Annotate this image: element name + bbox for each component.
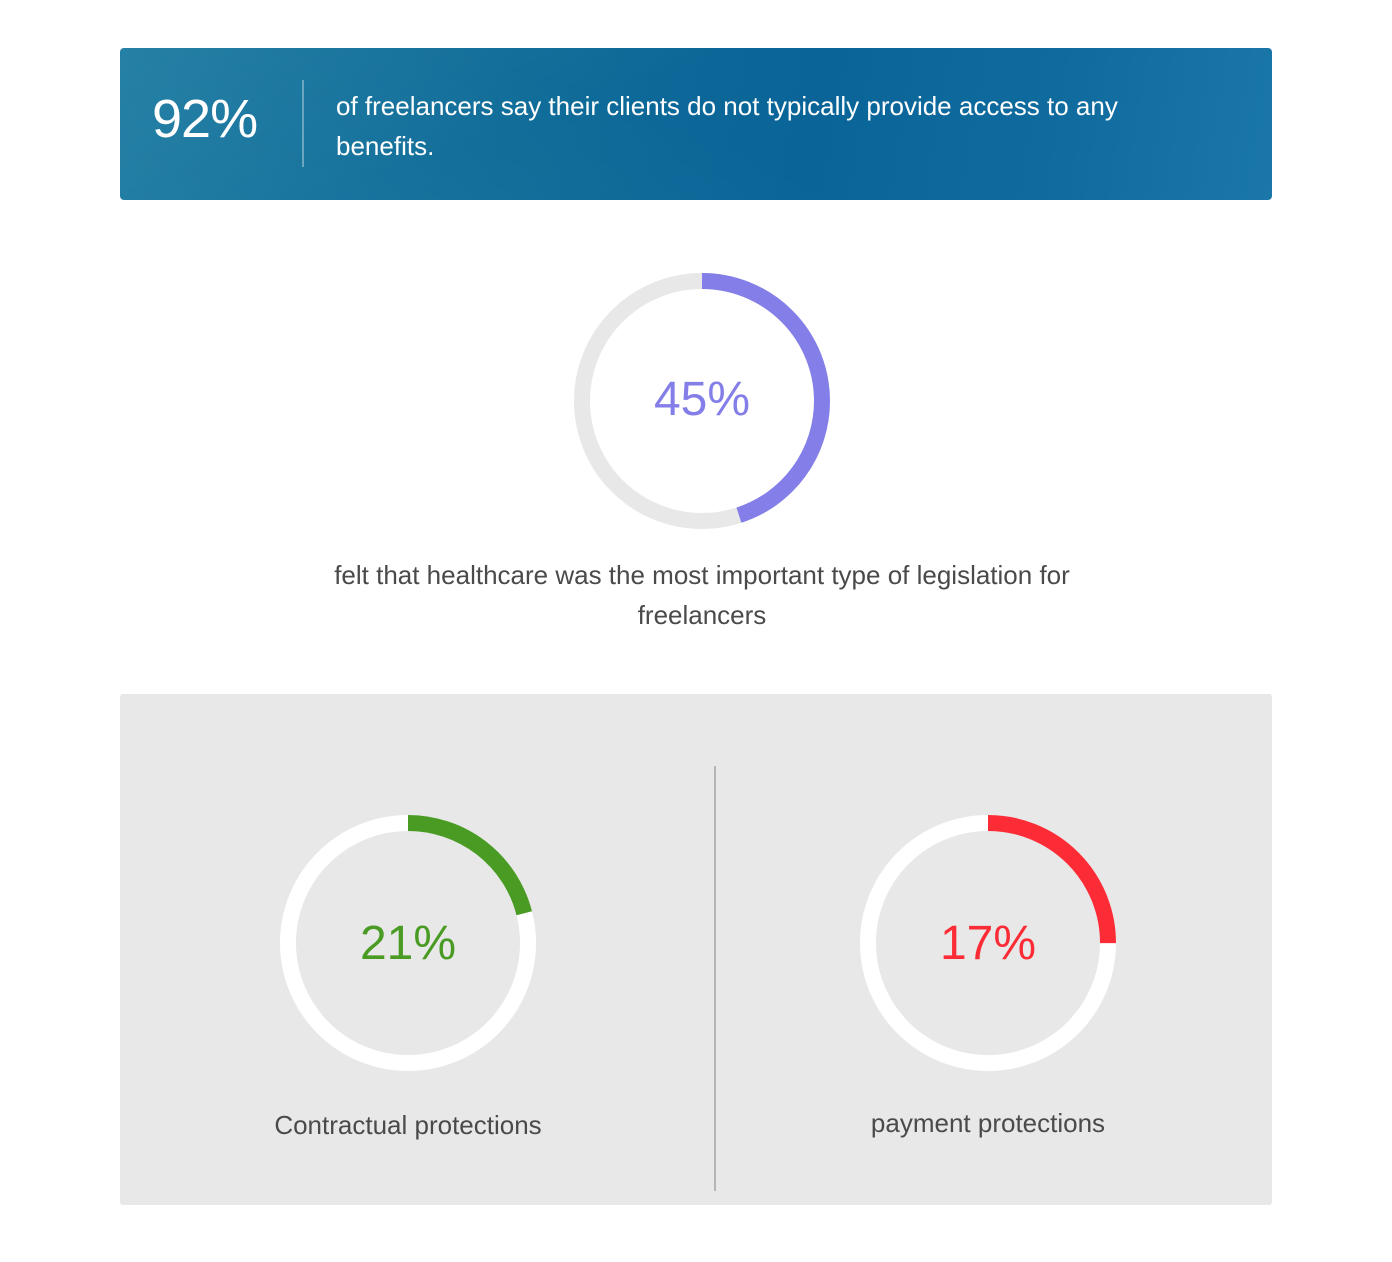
donut-value-label: 21%: [359, 917, 457, 970]
donut-ring: [860, 815, 1116, 1071]
donut-ring: [574, 273, 830, 529]
donut-progress-arc: [574, 273, 830, 529]
contractual-caption: Contractual protections: [274, 1110, 542, 1140]
healthcare-donut-chart: 45%: [574, 273, 830, 529]
payment-caption: payment protections: [870, 1108, 1106, 1138]
banner-background-pattern: [120, 48, 1272, 200]
banner-divider: [302, 80, 304, 167]
stat-banner: 92% of freelancers say their clients do …: [120, 48, 1272, 200]
banner-stat-value: 92%: [152, 89, 258, 149]
panel-divider: [714, 766, 716, 1191]
donut-value-label: 45%: [653, 373, 751, 426]
donut-ring: [280, 815, 536, 1071]
donut-progress-arc: [280, 815, 536, 1071]
payment-donut-chart: 17%: [860, 815, 1116, 1071]
healthcare-caption: felt that healthcare was the most import…: [334, 560, 1070, 630]
protections-panel: 21% Contractual protections 17% payment …: [120, 694, 1272, 1205]
donut-progress-arc: [860, 815, 1116, 1071]
contractual-donut-chart: 21%: [280, 815, 536, 1071]
donut-value-label: 17%: [939, 917, 1037, 970]
banner-stat-text: of freelancers say their clients do not …: [336, 91, 1118, 161]
